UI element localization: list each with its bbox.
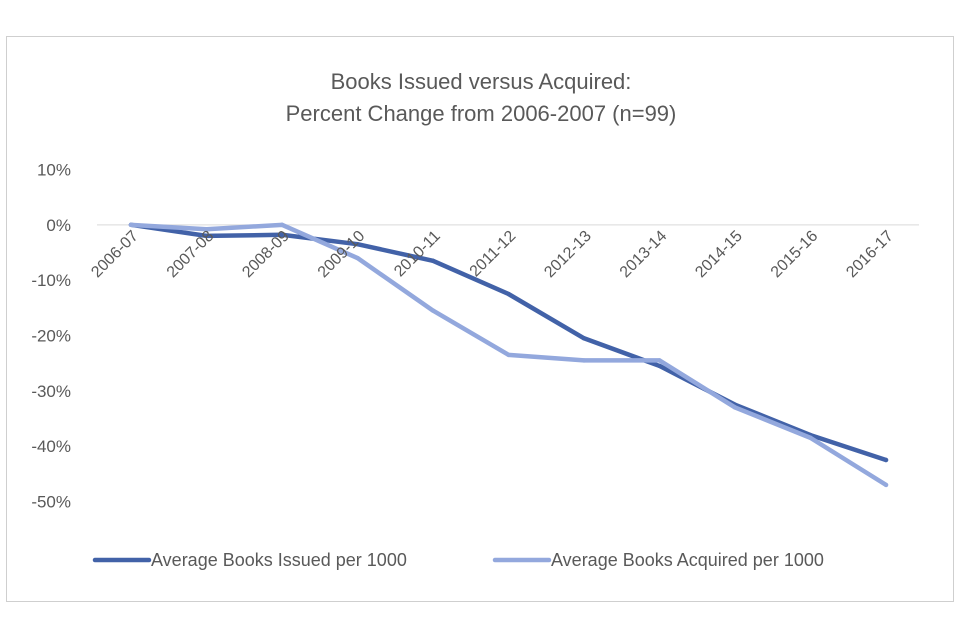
data-point	[581, 358, 587, 363]
series-lines	[128, 222, 889, 488]
data-point	[657, 363, 662, 369]
data-point	[430, 258, 436, 263]
data-point	[732, 405, 738, 410]
legend-label: Average Books Acquired per 1000	[551, 550, 824, 570]
x-tick-label: 2011-12	[467, 228, 520, 281]
legend-label: Average Books Issued per 1000	[151, 550, 407, 570]
data-point	[204, 227, 209, 232]
data-point	[808, 435, 813, 441]
x-tick-label: 2013-14	[617, 228, 671, 282]
y-tick-label: 10%	[37, 161, 71, 180]
y-tick-label: 0%	[46, 216, 71, 235]
x-tick-label: 2015-16	[768, 228, 822, 282]
data-point	[355, 255, 360, 261]
data-point	[128, 222, 134, 228]
x-tick-label: 2006-07	[88, 228, 142, 282]
y-tick-label: -40%	[31, 437, 71, 456]
data-point	[581, 336, 587, 341]
data-point	[355, 242, 360, 247]
data-point	[657, 358, 662, 363]
y-axis: 10% 0% -10% -20% -30% -40% -50%	[31, 161, 71, 512]
chart-title: Books Issued versus Acquired:	[331, 69, 632, 94]
x-tick-label: 2009-10	[315, 228, 369, 282]
legend: Average Books Issued per 1000 Average Boo…	[92, 550, 824, 570]
data-point	[279, 232, 285, 237]
y-tick-label: -30%	[31, 382, 71, 401]
chart-container: Books Issued versus Acquired: Percent Ch…	[6, 36, 954, 602]
y-tick-label: -20%	[31, 327, 71, 346]
x-tick-label: 2016-17	[843, 228, 897, 282]
line-chart: Books Issued versus Acquired: Percent Ch…	[31, 69, 919, 570]
data-point	[506, 291, 511, 297]
data-point	[883, 457, 889, 463]
y-tick-label: -10%	[31, 271, 71, 290]
data-point	[279, 222, 285, 228]
x-axis: 2006-07 2007-08 2008-09 2009-10 2010-11 2011-…	[88, 228, 897, 282]
y-tick-label: -50%	[31, 493, 71, 512]
data-point	[430, 308, 436, 313]
chart-subtitle: Percent Change from 2006-2007 (n=99)	[286, 101, 677, 126]
data-point	[204, 233, 209, 239]
x-tick-label: 2012-13	[541, 228, 595, 282]
data-point	[506, 352, 511, 358]
data-point	[883, 482, 889, 488]
x-tick-label: 2014-15	[692, 228, 746, 282]
